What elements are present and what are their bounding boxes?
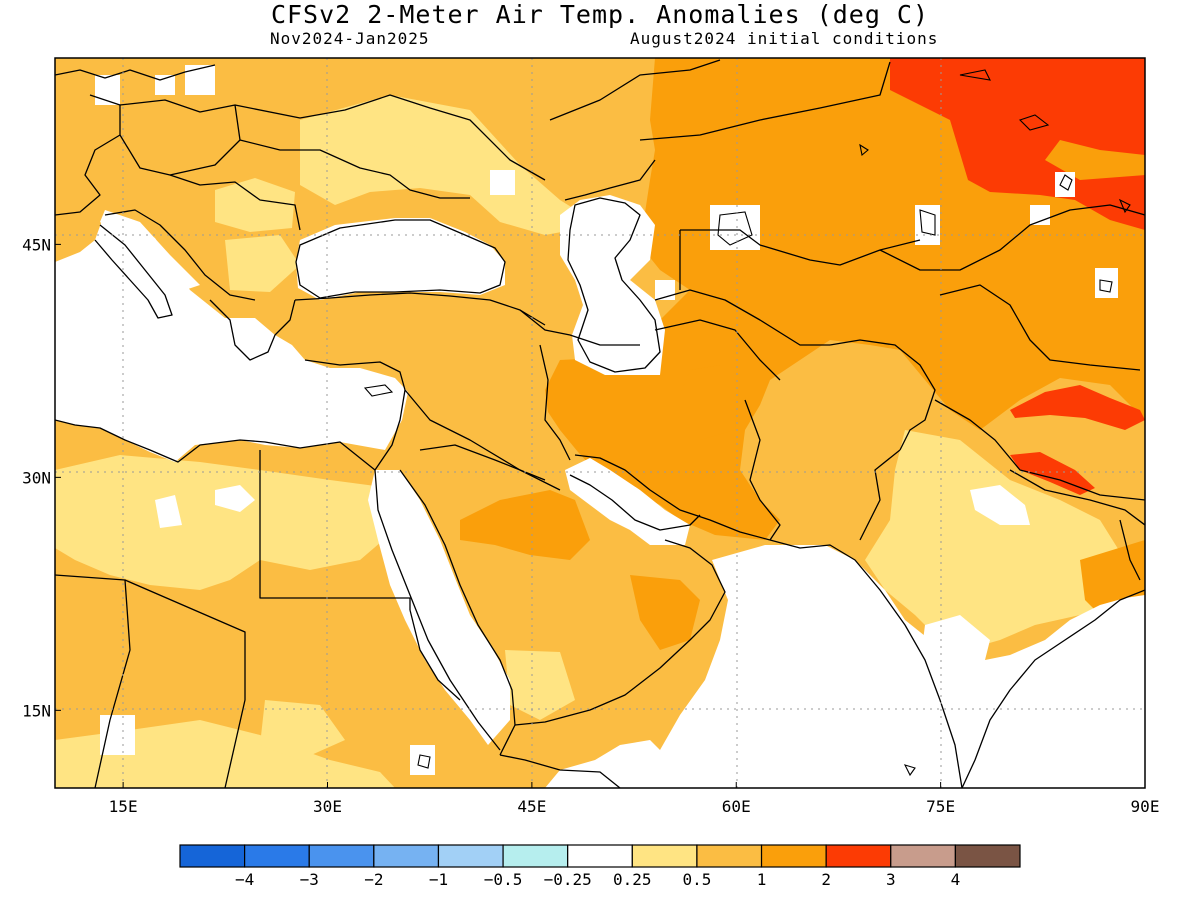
graticule: [55, 58, 1145, 788]
colorbar-label: 3: [886, 870, 896, 889]
shading-2-3: [890, 58, 1145, 495]
map-area: [55, 58, 1145, 788]
colorbar-label: −0.5: [484, 870, 523, 889]
colorbar-swatch: [825, 844, 892, 868]
colorbar: −4 −3 −2 −1 −0.5 −0.25 0.25 0.5 1 2 3 4: [179, 844, 1021, 889]
forecast-period: Nov2024-Jan2025: [270, 29, 430, 48]
colorbar-swatch: [631, 844, 698, 868]
colorbar-label: −4: [235, 870, 254, 889]
colorbar-label: 1: [757, 870, 767, 889]
colorbar-swatch: [179, 844, 246, 868]
colorbar-label: −0.25: [544, 870, 592, 889]
lon-tick-label: 60E: [722, 797, 751, 816]
lat-tick-label: 45N: [22, 235, 51, 254]
colorbar-label: 0.25: [613, 870, 652, 889]
colorbar-label: 0.5: [682, 870, 711, 889]
colorbar-swatch: [696, 844, 763, 868]
colorbar-swatch: [954, 844, 1021, 868]
colorbar-swatch: [308, 844, 375, 868]
lakes-islands: [363, 69, 1131, 777]
lon-tick-label: 45E: [517, 797, 546, 816]
lon-tick-label: 15E: [109, 797, 138, 816]
shading-near-zero: [55, 65, 1145, 788]
colorbar-swatch: [760, 844, 827, 868]
lat-tick-label: 30N: [22, 468, 51, 487]
shading-0.25-0.5: [55, 95, 1125, 788]
colorbar-swatch: [502, 844, 569, 868]
colorbar-swatch: [567, 844, 633, 868]
colorbar-label: 2: [821, 870, 831, 889]
lon-axis: 15E 30E 45E 60E 75E 90E: [109, 782, 1160, 816]
colorbar-swatch: [373, 844, 440, 868]
lon-tick-label: 75E: [926, 797, 955, 816]
coastlines: [55, 59, 1145, 788]
colorbar-label: −2: [364, 870, 383, 889]
lat-tick-label: 15N: [22, 701, 51, 720]
colorbar-swatch: [244, 844, 310, 868]
colorbar-label: 4: [951, 870, 961, 889]
map-title: CFSv2 2-Meter Air Temp. Anomalies (deg C…: [270, 0, 930, 29]
colorbar-swatch: [890, 844, 956, 868]
lat-axis: 45N 30N 15N: [22, 235, 61, 720]
lon-tick-label: 90E: [1131, 797, 1160, 816]
map-frame: [54, 57, 1146, 789]
colorbar-swatch: [437, 844, 504, 868]
initial-conditions: August2024 initial conditions: [630, 29, 939, 48]
lon-tick-label: 30E: [313, 797, 342, 816]
colorbar-label: −3: [300, 870, 319, 889]
colorbar-label: −1: [429, 870, 448, 889]
